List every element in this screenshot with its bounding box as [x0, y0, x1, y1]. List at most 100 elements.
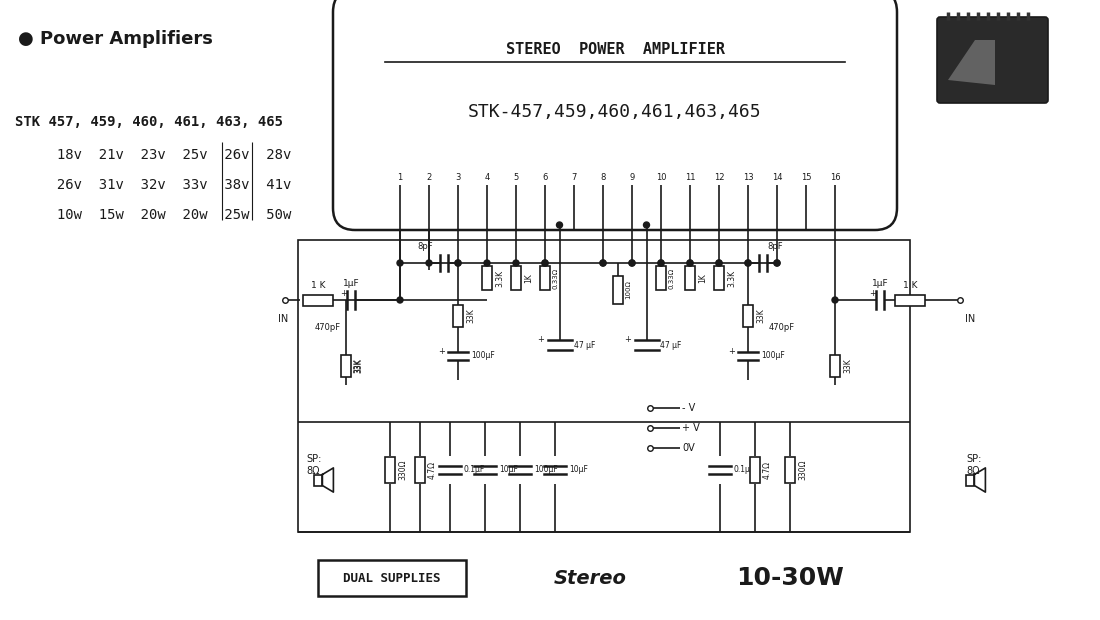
Text: 3: 3: [455, 173, 461, 182]
Text: 100μF: 100μF: [761, 352, 784, 360]
Text: 9: 9: [629, 173, 635, 182]
Text: +: +: [341, 289, 348, 298]
Text: 33K: 33K: [354, 358, 363, 373]
Bar: [318, 560, 466, 596]
Text: DUAL SUPPLIES: DUAL SUPPLIES: [343, 572, 441, 585]
Circle shape: [644, 222, 649, 228]
Bar: [613, 276, 623, 304]
Text: 1μF: 1μF: [343, 279, 360, 288]
Text: 4.7Ω: 4.7Ω: [763, 461, 772, 479]
Text: STEREO  POWER  AMPLIFIER: STEREO POWER AMPLIFIER: [506, 43, 725, 58]
Text: 6: 6: [542, 173, 548, 182]
Text: SP:: SP:: [966, 454, 981, 464]
Text: 11: 11: [684, 173, 695, 182]
Text: +: +: [438, 347, 446, 355]
Text: +: +: [728, 347, 735, 355]
Circle shape: [455, 260, 461, 266]
Text: ● Power Amplifiers: ● Power Amplifiers: [18, 30, 213, 48]
Text: 470pF: 470pF: [315, 324, 341, 332]
Bar: [453, 305, 463, 327]
Text: STK-457,459,460,461,463,465: STK-457,459,460,461,463,465: [469, 103, 762, 121]
Text: 1 K: 1 K: [310, 281, 326, 290]
Bar: [415, 457, 425, 483]
Bar: [540, 266, 550, 290]
Bar: [785, 457, 795, 483]
Text: 10μF: 10μF: [569, 466, 587, 474]
FancyBboxPatch shape: [333, 0, 896, 230]
Text: 33K: 33K: [466, 309, 475, 324]
Circle shape: [658, 260, 664, 266]
Text: 8Ω: 8Ω: [966, 466, 979, 476]
Text: 15: 15: [801, 173, 812, 182]
Bar: [895, 294, 925, 306]
Text: 3.3K: 3.3K: [727, 270, 736, 286]
Circle shape: [658, 260, 664, 266]
Bar: [656, 266, 666, 290]
Text: 16: 16: [829, 173, 840, 182]
Text: 1μF: 1μF: [871, 279, 889, 288]
Text: 8pF: 8pF: [768, 242, 783, 251]
Circle shape: [542, 260, 548, 266]
Text: 26v  31v  32v  33v  38v  41v: 26v 31v 32v 33v 38v 41v: [15, 178, 292, 192]
Bar: [830, 355, 840, 377]
Circle shape: [629, 260, 635, 266]
Text: + V: + V: [682, 423, 700, 433]
Text: 1 K: 1 K: [903, 281, 917, 290]
Circle shape: [513, 260, 519, 266]
Bar: [750, 457, 760, 483]
Text: SP:: SP:: [306, 454, 321, 464]
Bar: [302, 294, 333, 306]
Bar: [298, 240, 910, 532]
Circle shape: [600, 260, 606, 266]
Text: +: +: [538, 335, 544, 343]
Circle shape: [557, 222, 562, 228]
Bar: [742, 305, 754, 327]
Circle shape: [397, 260, 403, 266]
Text: 33K: 33K: [756, 309, 764, 324]
Text: 8Ω: 8Ω: [306, 466, 319, 476]
Circle shape: [832, 297, 838, 303]
Circle shape: [600, 260, 606, 266]
Text: 0.1μF: 0.1μF: [464, 466, 485, 474]
Text: IN: IN: [965, 314, 976, 324]
Text: 5: 5: [514, 173, 518, 182]
Text: 10: 10: [656, 173, 667, 182]
Text: IN: IN: [278, 314, 288, 324]
Text: 10-30W: 10-30W: [736, 566, 844, 590]
Text: 2: 2: [427, 173, 431, 182]
Bar: [341, 355, 351, 377]
Circle shape: [688, 260, 693, 266]
Text: 0.1μF: 0.1μF: [734, 466, 756, 474]
Text: 0V: 0V: [682, 443, 695, 453]
Circle shape: [484, 260, 490, 266]
Bar: [385, 457, 395, 483]
Circle shape: [774, 260, 780, 266]
Text: 1K: 1K: [698, 273, 707, 283]
Text: 1: 1: [397, 173, 403, 182]
Circle shape: [716, 260, 722, 266]
Circle shape: [455, 260, 461, 266]
Text: - V: - V: [682, 403, 695, 413]
Polygon shape: [948, 40, 996, 85]
Text: 8pF: 8pF: [418, 242, 433, 251]
Bar: [966, 474, 975, 485]
FancyBboxPatch shape: [937, 17, 1048, 103]
Text: 10μF: 10μF: [499, 466, 518, 474]
Text: 8: 8: [601, 173, 606, 182]
Text: 14: 14: [772, 173, 782, 182]
Text: 47 μF: 47 μF: [573, 340, 595, 350]
Text: 470pF: 470pF: [769, 324, 795, 332]
Text: 33K: 33K: [353, 358, 362, 373]
Text: 7: 7: [571, 173, 576, 182]
Circle shape: [688, 260, 693, 266]
Text: 33K: 33K: [843, 358, 852, 373]
Text: 100Ω: 100Ω: [626, 281, 631, 299]
Bar: [512, 266, 521, 290]
Text: 1K: 1K: [524, 273, 534, 283]
Text: 18v  21v  23v  25v  26v  28v: 18v 21v 23v 25v 26v 28v: [15, 148, 292, 162]
Circle shape: [629, 260, 635, 266]
Text: 13: 13: [742, 173, 754, 182]
Bar: [482, 266, 492, 290]
Text: 10w  15w  20w  20w  25w  50w: 10w 15w 20w 20w 25w 50w: [15, 208, 292, 222]
Text: 4.7Ω: 4.7Ω: [428, 461, 437, 479]
